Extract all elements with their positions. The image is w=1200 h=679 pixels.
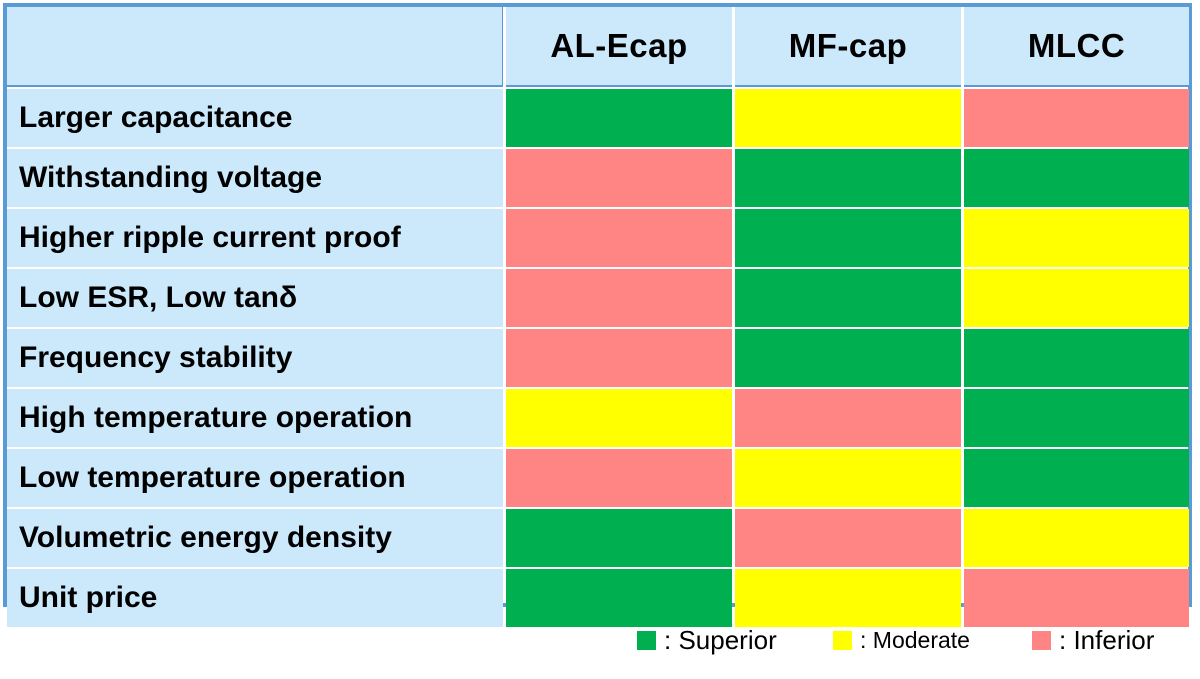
rating-cell-mlcc-superior — [964, 149, 1189, 207]
column-header-mlcc: MLCC — [964, 7, 1189, 87]
row-label: Larger capacitance — [7, 89, 503, 147]
row-label: Unit price — [7, 569, 503, 627]
legend-item-moderate: : Moderate — [833, 620, 970, 660]
rating-cell-mlcc-moderate — [964, 509, 1189, 567]
rating-cell-mlcc-superior — [964, 389, 1189, 447]
rating-cell-al-ecap-superior — [506, 569, 732, 627]
row-label: Higher ripple current proof — [7, 209, 503, 267]
rating-cell-mlcc-moderate — [964, 269, 1189, 327]
rating-cell-al-ecap-inferior — [506, 209, 732, 267]
rating-cell-mlcc-inferior — [964, 89, 1189, 147]
rating-cell-mlcc-inferior — [964, 569, 1189, 627]
header-corner-cell — [7, 7, 503, 87]
row-label: Frequency stability — [7, 329, 503, 387]
legend-swatch-moderate — [833, 630, 852, 650]
comparison-table: AL-Ecap MF-cap MLCC Larger capacitance Wi… — [3, 3, 1192, 627]
legend-swatch-inferior — [1032, 630, 1051, 650]
rating-cell-mlcc-moderate — [964, 209, 1189, 267]
legend-item-inferior: : Inferior — [1032, 620, 1154, 660]
rating-cell-al-ecap-moderate — [506, 389, 732, 447]
rating-cell-mf-cap-superior — [735, 329, 961, 387]
rating-cell-mf-cap-superior — [735, 149, 961, 207]
legend-item-superior: : Superior — [637, 620, 777, 660]
rating-cell-al-ecap-inferior — [506, 269, 732, 327]
row-label: Low temperature operation — [7, 449, 503, 507]
rating-cell-al-ecap-inferior — [506, 149, 732, 207]
legend-swatch-superior — [637, 630, 656, 650]
row-label: Low ESR, Low tanδ — [7, 269, 503, 327]
row-label: Volumetric energy density — [7, 509, 503, 567]
rating-cell-mf-cap-inferior — [735, 389, 961, 447]
row-label: High temperature operation — [7, 389, 503, 447]
legend: : Superior : Moderate : Inferior — [0, 620, 1200, 660]
rating-cell-al-ecap-superior — [506, 89, 732, 147]
legend-label-superior: : Superior — [664, 624, 777, 655]
rating-cell-mf-cap-moderate — [735, 89, 961, 147]
row-label: Withstanding voltage — [7, 149, 503, 207]
rating-cell-mf-cap-superior — [735, 209, 961, 267]
legend-label-moderate: : Moderate — [860, 626, 970, 653]
rating-cell-mf-cap-superior — [735, 269, 961, 327]
rating-cell-mlcc-superior — [964, 329, 1189, 387]
rating-cell-al-ecap-superior — [506, 509, 732, 567]
rating-cell-al-ecap-inferior — [506, 449, 732, 507]
rating-cell-mf-cap-moderate — [735, 569, 961, 627]
rating-cell-mlcc-superior — [964, 449, 1189, 507]
column-header-mf-cap: MF-cap — [735, 7, 961, 87]
rating-cell-mf-cap-inferior — [735, 509, 961, 567]
legend-label-inferior: : Inferior — [1059, 624, 1155, 655]
column-header-al-ecap: AL-Ecap — [506, 7, 732, 87]
rating-cell-mf-cap-moderate — [735, 449, 961, 507]
rating-cell-al-ecap-inferior — [506, 329, 732, 387]
